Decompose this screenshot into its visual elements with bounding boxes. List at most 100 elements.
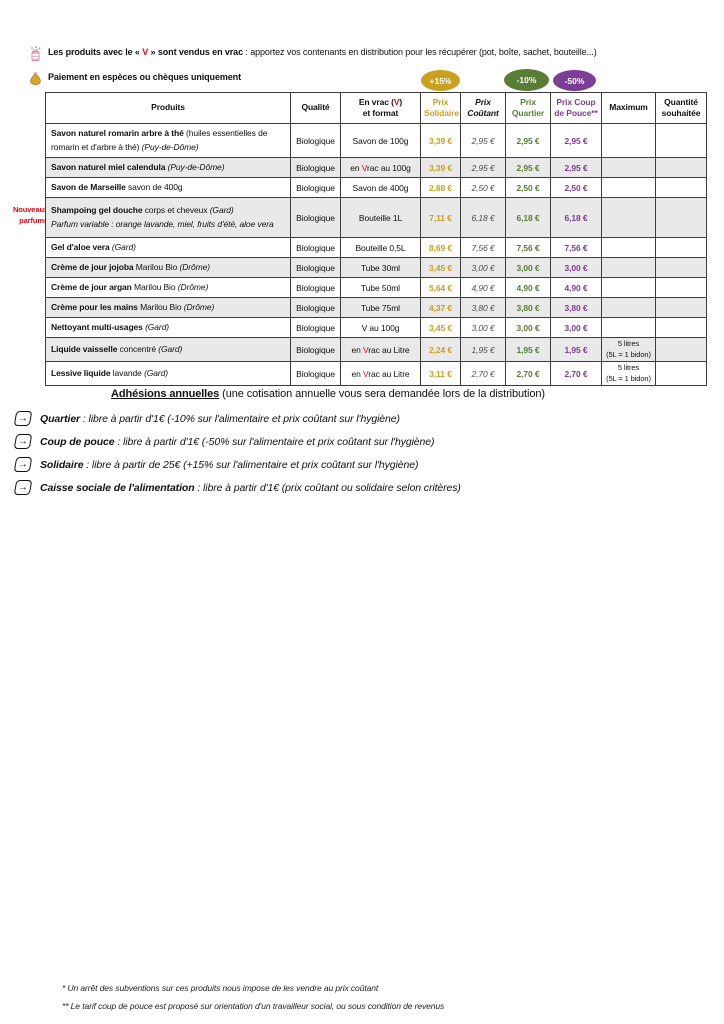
col-header-quantite: Quantité souhaitée xyxy=(655,92,707,124)
table-row: Gel d'aloe vera (Gard) Biologique Boutei… xyxy=(45,237,707,258)
price-solidaire-cell: 3,39 € xyxy=(420,157,461,178)
price-quartier-cell: 6,18 € xyxy=(505,197,551,238)
product-name-cell: Lessive liquide lavande (Gard) xyxy=(45,361,291,386)
arrow-icon: → xyxy=(13,480,33,495)
price-solidaire-cell: 8,69 € xyxy=(420,237,461,258)
maximum-cell xyxy=(601,237,656,258)
table-header-row: Produits Qualité En vrac (V) et format Pr… xyxy=(45,92,707,124)
price-solidaire-cell: 5,64 € xyxy=(420,277,461,298)
price-coutant-cell: 1,95 € xyxy=(460,337,506,362)
payment-note-text: Paiement en espèces ou chèques uniquemen… xyxy=(48,71,241,83)
quality-cell: Biologique xyxy=(290,297,341,318)
price-quartier-cell: 2,95 € xyxy=(505,123,551,158)
table-row: Crème pour les mains Marilou Bio (Drôme)… xyxy=(45,297,707,318)
product-name-cell: Crème de jour argan Marilou Bio (Drôme) xyxy=(45,277,291,298)
price-quartier-cell: 3,00 € xyxy=(505,317,551,338)
col-header-prix-solidaire: Prix Solidaire xyxy=(420,92,461,124)
membership-item-text: Solidaire : libre à partir de 25€ (+15% … xyxy=(40,458,419,471)
quantity-cell xyxy=(655,257,707,278)
format-cell: Tube 50ml xyxy=(340,277,421,298)
membership-item-solidaire: → Solidaire : libre à partir de 25€ (+15… xyxy=(13,457,701,472)
price-coutant-cell: 4,90 € xyxy=(460,277,506,298)
price-coutant-cell: 2,95 € xyxy=(460,157,506,178)
price-coutant-cell: 2,50 € xyxy=(460,177,506,198)
quantity-cell xyxy=(655,317,707,338)
memberships-title-main: Adhésions annuelles xyxy=(111,388,220,400)
col-header-produits: Produits xyxy=(45,92,291,124)
quantity-cell xyxy=(655,277,707,298)
quality-cell: Biologique xyxy=(290,277,341,298)
footnote-coup-de-pouce: ** Le tarif coup de pouce est proposé su… xyxy=(62,1001,445,1011)
col-header-vrac-format: En vrac (V) et format xyxy=(340,92,421,124)
format-cell: Bouteille 0,5L xyxy=(340,237,421,258)
product-name-cell: Shampoing gel douche corps et cheveux (G… xyxy=(45,197,291,238)
badge-minus10: -10% xyxy=(504,69,549,91)
price-coup-de-pouce-cell: 2,50 € xyxy=(550,177,602,198)
membership-item-text: Quartier : libre à partir d'1€ (-10% sur… xyxy=(40,412,400,425)
price-coutant-cell: 3,00 € xyxy=(460,317,506,338)
price-solidaire-cell: 3,39 € xyxy=(420,123,461,158)
table-row: Liquide vaisselle concentré (Gard) Biolo… xyxy=(45,337,707,362)
table-row: Crème de jour jojoba Marilou Bio (Drôme)… xyxy=(45,257,707,278)
format-cell: V au 100g xyxy=(340,317,421,338)
price-coup-de-pouce-cell: 4,90 € xyxy=(550,277,602,298)
quality-cell: Biologique xyxy=(290,317,341,338)
maximum-cell: 5 litres (5L = 1 bidon) xyxy=(601,337,656,362)
product-name-cell: Gel d'aloe vera (Gard) xyxy=(45,237,291,258)
price-table: Produits Qualité En vrac (V) et format Pr… xyxy=(45,92,707,386)
price-quartier-cell: 7,56 € xyxy=(505,237,551,258)
format-cell: Tube 30ml xyxy=(340,257,421,278)
price-quartier-cell: 1,95 € xyxy=(505,337,551,362)
maximum-cell: 5 litres (5L = 1 bidon) xyxy=(601,361,656,386)
price-coup-de-pouce-cell: 3,80 € xyxy=(550,297,602,318)
quantity-cell xyxy=(655,157,707,178)
arrow-icon: → xyxy=(13,434,33,449)
product-name-cell: Crème pour les mains Marilou Bio (Drôme) xyxy=(45,297,291,318)
maximum-cell xyxy=(601,277,656,298)
product-name-cell: Savon naturel romarin arbre à thé (huile… xyxy=(45,123,291,158)
quality-cell: Biologique xyxy=(290,257,341,278)
payment-note: Paiement en espèces ou chèques uniquemen… xyxy=(29,71,597,88)
price-quartier-cell: 2,50 € xyxy=(505,177,551,198)
price-coutant-cell: 7,56 € xyxy=(460,237,506,258)
payment-note-bold: Paiement en espèces ou chèques uniquemen… xyxy=(48,72,241,82)
quality-cell: Biologique xyxy=(290,197,341,238)
table-row: Crème de jour argan Marilou Bio (Drôme) … xyxy=(45,277,707,298)
product-name-cell: Crème de jour jojoba Marilou Bio (Drôme) xyxy=(45,257,291,278)
arrow-icon: → xyxy=(13,411,33,426)
membership-item-text: Coup de pouce : libre à partir d'1€ (-50… xyxy=(40,435,435,448)
price-coup-de-pouce-cell: 2,95 € xyxy=(550,157,602,178)
price-coup-de-pouce-cell: 7,56 € xyxy=(550,237,602,258)
top-notes: Les produits avec le « V » sont vendus e… xyxy=(29,46,597,94)
quantity-cell xyxy=(655,337,707,362)
col-header-maximum: Maximum xyxy=(601,92,656,124)
table-row: Savon naturel miel calendula (Puy-de-Dôm… xyxy=(45,157,707,178)
col-header-prix-coup-de-pouce: Prix Coup de Pouce** xyxy=(550,92,602,124)
membership-item-text: Caisse sociale de l'alimentation : libre… xyxy=(40,481,461,494)
quantity-cell xyxy=(655,123,707,158)
maximum-cell xyxy=(601,157,656,178)
price-solidaire-cell: 4,37 € xyxy=(420,297,461,318)
price-coutant-cell: 2,70 € xyxy=(460,361,506,386)
product-name-cell: Savon naturel miel calendula (Puy-de-Dôm… xyxy=(45,157,291,178)
price-coup-de-pouce-cell: 3,00 € xyxy=(550,257,602,278)
table-row: Nettoyant multi-usages (Gard) Biologique… xyxy=(45,317,707,338)
table-row: Lessive liquide lavande (Gard) Biologiqu… xyxy=(45,361,707,386)
product-name-cell: Liquide vaisselle concentré (Gard) xyxy=(45,337,291,362)
price-quartier-cell: 3,00 € xyxy=(505,257,551,278)
price-solidaire-cell: 3,45 € xyxy=(420,257,461,278)
quality-cell: Biologique xyxy=(290,237,341,258)
membership-item-quartier: → Quartier : libre à partir d'1€ (-10% s… xyxy=(13,411,701,426)
bulk-note: Les produits avec le « V » sont vendus e… xyxy=(29,46,597,65)
price-coutant-cell: 6,18 € xyxy=(460,197,506,238)
membership-item-coup-de-pouce: → Coup de pouce : libre à partir d'1€ (-… xyxy=(13,434,701,449)
quantity-cell xyxy=(655,177,707,198)
quantity-cell xyxy=(655,237,707,258)
format-cell: en Vrac au Litre xyxy=(340,337,421,362)
maximum-cell xyxy=(601,197,656,238)
memberships-title: Adhésions annuelles (une cotisation annu… xyxy=(15,388,701,400)
quantity-cell xyxy=(655,361,707,386)
price-coup-de-pouce-cell: 3,00 € xyxy=(550,317,602,338)
memberships-title-rest: (une cotisation annuelle vous sera deman… xyxy=(219,388,545,400)
